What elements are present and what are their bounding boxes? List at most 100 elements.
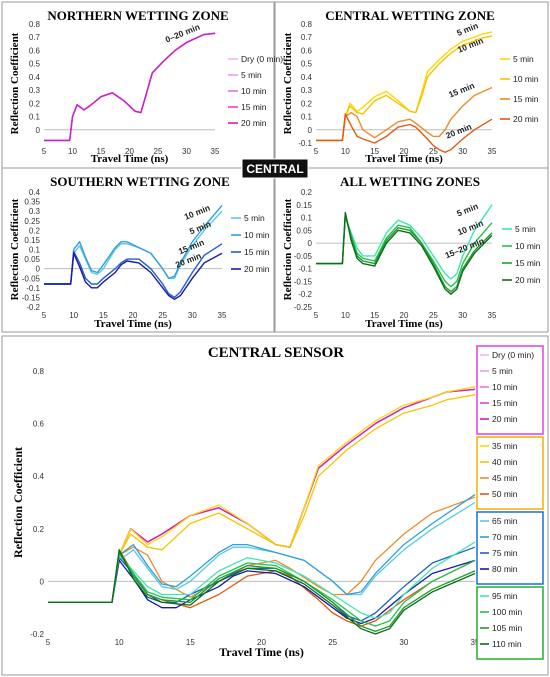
legend-label: 110 min [492,639,522,649]
series-line-15-min [44,243,223,299]
y-tick-label: 0 [40,577,45,586]
y-tick-label: 0.8 [301,20,313,29]
x-tick-label: 25 [328,638,337,647]
series-line-40-min [48,394,476,604]
legend-label: 10 min [513,74,539,84]
y-tick-label: 0 [308,239,313,248]
legend-label: 65 min [492,516,518,526]
legend-label: 10 min [244,230,270,240]
legend-label: Dry (0 min) [492,350,534,360]
chart-northern-wetting-zone: NORTHERN WETTING ZONE 5 10 15 20 25 30 35 0 0.1 0.… [9,8,283,165]
series-line-70-min [48,494,476,604]
legend-group-box [476,436,544,510]
legend-label: Dry (0 min) [241,54,283,64]
x-tick-label: 30 [458,147,467,156]
y-tick-label: 0.15 [24,236,40,245]
chart-title: CENTRAL SENSOR [208,345,344,361]
y-axis-label: Reflection Coefficient [9,198,21,300]
y-tick-label: -0.1 [298,139,312,148]
y-tick-label: 0.2 [301,99,313,108]
panel-frame-northern [1,1,275,169]
central-badge: CENTRAL [241,158,309,179]
series-line-20-min [316,113,493,153]
legend-label: 15 min [513,94,539,104]
y-tick-label: -0.05 [22,274,41,283]
x-tick-label: 15 [370,311,379,320]
legend-label: 70 min [492,532,518,542]
y-tick-label: -0.25 [294,303,313,312]
legend-label: 20 min [241,118,267,128]
series-line-10-min [44,204,223,285]
x-tick-label: 35 [471,638,480,647]
legend-label: 5 min [241,70,262,80]
x-tick-label: 35 [488,147,497,156]
x-axis-label: Travel Time (ns) [94,318,172,330]
legend-label: 15 min [492,398,518,408]
y-tick-label: 0.05 [24,255,40,264]
legend-label: 5 min [492,366,513,376]
x-tick-label: 30 [188,311,197,320]
y-tick-label: 0.15 [296,201,312,210]
y-tick-label: -0.15 [22,293,41,302]
chart-title: CENTRAL WETTING ZONE [325,8,495,23]
legend-label: 40 min [492,457,518,467]
series-line-5-min [44,210,223,285]
y-tick-label: 0.4 [29,73,41,82]
y-tick-label: 0.4 [33,472,45,481]
legend-label: 15 min [515,258,541,268]
x-tick-label: 35 [211,147,220,156]
y-tick-label: 0.8 [29,20,41,29]
legend-label: 20 min [513,114,539,124]
y-tick-label: 0.3 [29,86,41,95]
legend-label: 5 min [513,54,534,64]
legend-label: 20 min [515,275,541,285]
series-line-10-min [316,35,493,142]
legend-label: 10 min [492,382,518,392]
chart-title: SOUTHERN WETTING ZONE [50,174,230,189]
series-line-105-min [48,551,476,633]
y-tick-label: -0.2 [26,303,40,312]
y-tick-label: 0.05 [296,226,312,235]
y-tick-label: 0.4 [301,73,313,82]
x-tick-label: 25 [429,311,438,320]
y-tick-label: 0.8 [33,367,45,376]
legend-label: 75 min [492,548,518,558]
legend-group-box [476,586,544,660]
x-tick-label: 30 [399,638,408,647]
x-axis-label: Travel Time (ns) [219,645,304,659]
series-line-110-min [48,549,476,635]
x-tick-label: 15 [186,638,195,647]
x-tick-label: 10 [115,638,124,647]
legend-label: 5 min [244,213,265,223]
x-tick-label: 5 [314,147,319,156]
legend-label: 20 min [244,264,270,274]
legend-label: 20 min [492,414,518,424]
legend-label: 10 min [241,86,267,96]
series-line-20-min [316,211,493,295]
x-tick-label: 20 [129,311,138,320]
y-tick-label: 0.1 [29,246,41,255]
legend-label: 15 min [244,247,270,257]
x-tick-label: 20 [400,147,409,156]
x-tick-label: 10 [341,311,350,320]
x-tick-label: 5 [42,311,47,320]
y-tick-label: -0.2 [298,290,312,299]
x-tick-label: 35 [488,311,497,320]
x-tick-label: 10 [341,147,350,156]
y-tick-label: 0.3 [29,207,41,216]
y-tick-label: 0 [36,126,41,135]
series-line-45-min [48,496,476,604]
y-tick-label: -0.1 [298,265,312,274]
x-tick-label: 5 [42,147,47,156]
y-tick-label: 0.6 [301,46,313,55]
legend-label: 105 min [492,623,523,633]
y-tick-label: 0.6 [33,420,45,429]
panel-frame-central-sensor [1,335,549,676]
x-tick-label: 25 [158,311,167,320]
x-tick-label: 25 [154,147,163,156]
y-tick-label: 0.1 [301,113,313,122]
x-axis-label: Travel Time (ns) [365,318,443,330]
legend-label: 45 min [492,473,518,483]
y-tick-label: 0.2 [301,188,313,197]
